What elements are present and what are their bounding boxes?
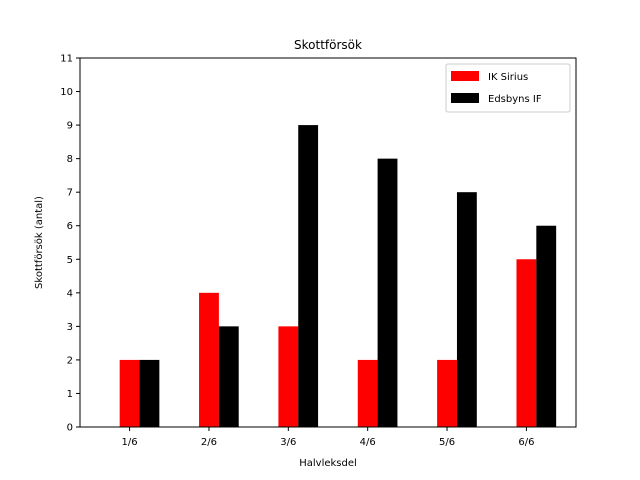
y-tick-label: 5 [67,255,73,266]
plot-frame [79,57,577,428]
y-tick-label: 11 [60,54,73,65]
legend: IK Sirius Edsbyns IF [445,63,571,113]
y-tick-label: 7 [67,188,73,199]
x-tick-label: 4/6 [360,437,376,448]
bar-series-2-3 [298,125,319,427]
bar-series-2-2 [218,326,239,427]
legend-swatch [451,71,479,81]
bar-series-1-5 [437,359,457,427]
x-tick-label: 2/6 [201,437,217,448]
x-tick-label: 1/6 [122,437,138,448]
x-tick-label: 3/6 [280,437,296,448]
bar-series-1-1 [119,359,140,427]
y-tick-label: 8 [67,154,73,165]
x-tick-label: 6/6 [518,437,534,448]
y-tick-label: 1 [67,389,73,400]
legend-label: IK Sirius [488,72,528,83]
bar-series-1-6 [516,259,537,427]
bars-layer [119,125,557,428]
y-tick-label: 10 [60,87,73,98]
y-tick-label: 0 [67,423,73,434]
x-axis-ticks: 1/6 2/6 3/6 4/6 5/6 6/6 [122,427,534,448]
bar-series-1-3 [278,326,299,427]
chart-title: Skottförsök [294,38,362,52]
x-axis-label: Halvleksdel [299,458,357,469]
y-axis-ticks: 0 1 2 3 4 5 6 7 8 9 10 11 [60,54,80,434]
bar-series-2-4 [377,158,398,428]
y-tick-label: 9 [67,121,73,132]
bar-series-2-6 [536,225,557,427]
bar-series-1-2 [199,292,219,427]
y-tick-label: 4 [67,288,73,299]
bar-series-2-5 [456,192,477,427]
y-axis-label: Skottförsök (antal) [34,196,45,289]
y-tick-label: 3 [67,322,73,333]
legend-label: Edsbyns IF [488,94,542,105]
x-tick-label: 5/6 [439,437,455,448]
y-tick-label: 2 [67,355,73,366]
bar-series-2-1 [139,359,160,427]
y-tick-label: 6 [67,221,73,232]
legend-swatch [451,93,479,103]
bar-series-1-4 [357,359,378,427]
